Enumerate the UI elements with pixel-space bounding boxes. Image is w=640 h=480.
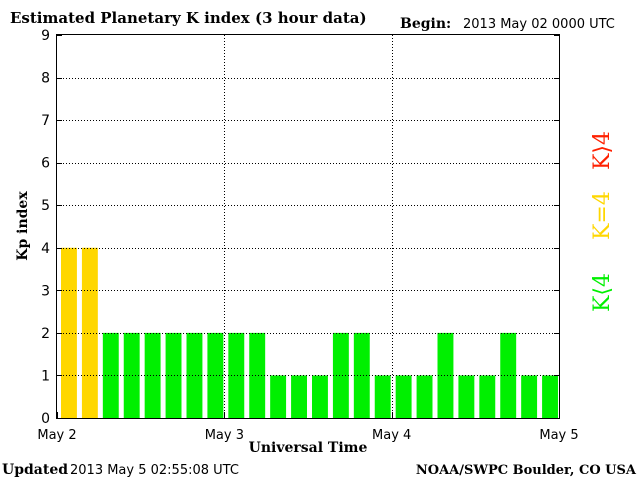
bar-10: [270, 375, 287, 418]
y-axis-label: Kp index: [15, 191, 31, 261]
bar-16: [395, 375, 412, 418]
bar-8: [228, 332, 245, 418]
bar-12: [312, 375, 328, 418]
y-tick-label-2: 2: [41, 326, 50, 342]
bar-18: [437, 332, 454, 418]
bar-15: [374, 375, 391, 418]
x-tick-label-2: May 4: [372, 428, 411, 443]
y-tick-label-0: 0: [41, 411, 50, 427]
y-tick-label-8: 8: [41, 71, 50, 87]
bar-0: [61, 247, 77, 418]
bar-11: [291, 375, 307, 418]
bar-5: [165, 332, 182, 418]
bar-7: [207, 332, 224, 418]
bar-22: [521, 375, 538, 418]
y-tick-label-3: 3: [41, 283, 50, 299]
x-tick-label-1: May 3: [205, 428, 244, 443]
bar-2: [102, 332, 119, 418]
x-tick-label-0: May 2: [37, 428, 76, 443]
legend-k-less-4: K⟨4: [590, 273, 615, 312]
updated-label: Updated: [2, 462, 68, 478]
legend-k-equal-4: K=4: [590, 191, 615, 240]
y-tick-label-6: 6: [41, 156, 50, 172]
bar-3: [123, 332, 140, 418]
updated-value: 2013 May 5 02:55:08 UTC: [70, 463, 239, 478]
bar-14: [353, 332, 370, 418]
y-tick-label-1: 1: [41, 368, 50, 384]
bar-9: [249, 332, 266, 418]
chart-title: Estimated Planetary K index (3 hour data…: [10, 9, 367, 27]
bar-4: [144, 332, 161, 418]
bar-13: [332, 332, 349, 418]
x-axis-label: Universal Time: [249, 440, 368, 456]
bar-21: [500, 332, 517, 418]
y-tick-label-4: 4: [41, 241, 50, 257]
x-tick-label-3: May 5: [539, 428, 578, 443]
grid-layer: [57, 35, 559, 418]
bar-6: [186, 332, 203, 418]
bar-19: [458, 375, 475, 418]
y-tick-label-5: 5: [41, 198, 50, 214]
begin-label: Begin:: [400, 16, 451, 32]
bar-23: [542, 375, 558, 418]
y-ticks: 0 1 2 3 4 5 6 7 8 9: [41, 28, 559, 427]
y-tick-label-7: 7: [41, 113, 50, 129]
legend-k-greater-4: K⟩4: [590, 131, 615, 170]
bars-layer: [61, 247, 558, 418]
y-tick-label-9: 9: [41, 28, 50, 44]
plot-frame: [56, 34, 560, 419]
begin-value: 2013 May 02 0000 UTC: [463, 17, 615, 32]
bar-1: [81, 247, 98, 418]
bar-20: [479, 375, 496, 418]
bar-17: [416, 375, 433, 418]
source-credit: NOAA/SWPC Boulder, CO USA: [416, 463, 637, 478]
x-ticks: May 2 May 3 May 4 May 5: [37, 412, 579, 443]
